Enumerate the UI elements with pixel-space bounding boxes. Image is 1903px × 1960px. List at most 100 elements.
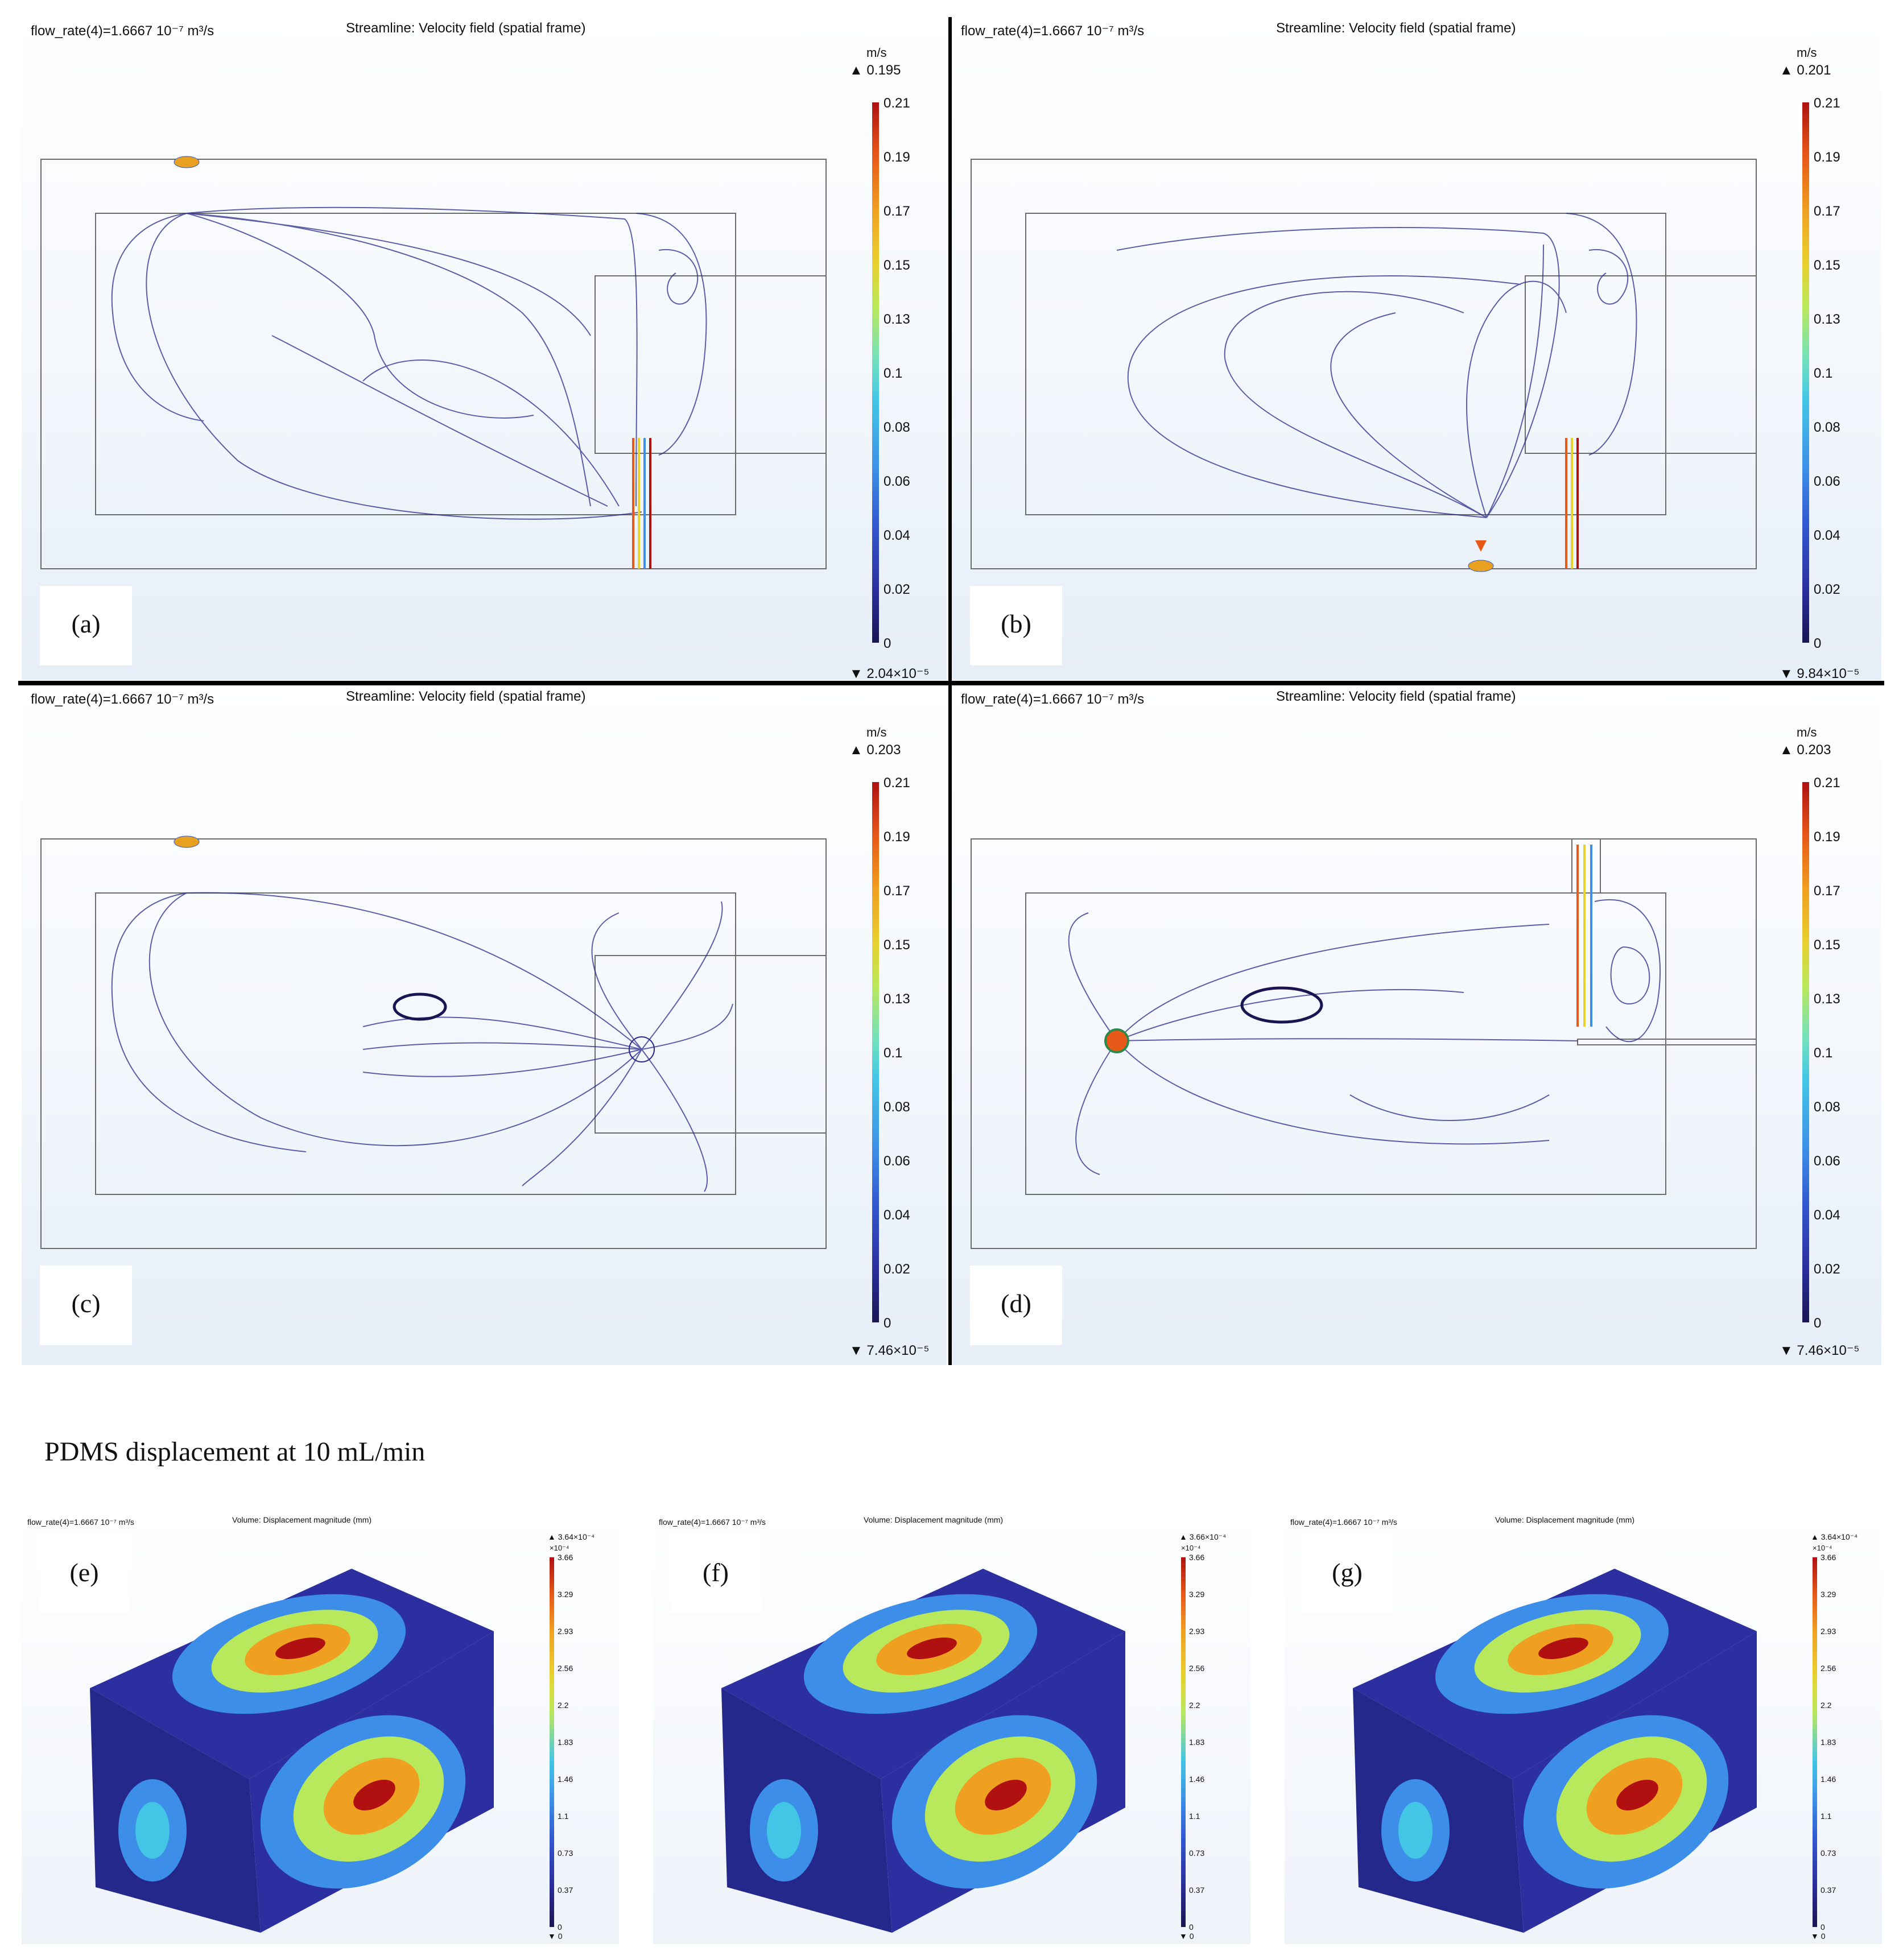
inlet-marker [1104,1028,1129,1053]
colorbar-tick: 0.04 [884,1208,910,1223]
side-channel [595,955,826,1134]
colorbar-tick: 2.56 [1821,1664,1836,1673]
colorbar-tick: 0.21 [884,775,910,791]
side-channel [595,275,826,454]
outer-domain [40,159,827,569]
colorbar-max: ▲ 0.203 [849,742,901,758]
colorbar-tick: 1.46 [558,1775,573,1784]
colorbar-tick: 0.13 [884,312,910,327]
jet-streams [632,438,651,569]
colorbar-tick: 0.37 [1189,1885,1205,1895]
colorbar-tick: 0.13 [1814,312,1840,327]
colorbar-min: ▼ 9.84×10⁻⁵ [1780,666,1860,680]
colorbar-tick: 0.08 [884,1099,910,1115]
panel-label-box: (f) [670,1533,761,1613]
colorbar-min: ▼ 7.46×10⁻⁵ [849,1343,930,1358]
colorbar-tick: 0.06 [884,474,910,489]
flow-rate-header: flow_rate(4)=1.6667 10⁻⁷ m³/s [27,1517,134,1527]
colorbar-tick: 2.93 [1821,1627,1836,1636]
plot-title: Volume: Displacement magnitude (mm) [232,1515,372,1524]
colorbar-tick: 0.37 [1821,1885,1836,1895]
colorbar-min: ▼ 0 [1179,1932,1194,1941]
section-title: PDMS displacement at 10 mL/min [44,1437,426,1467]
velocity-colorbar [872,782,879,1322]
streamlines [111,892,733,1192]
flow-rate-header: flow_rate(4)=1.6667 10⁻⁷ m³/s [1290,1517,1397,1527]
colorbar-tick: 0.1 [1814,366,1833,381]
colorbar-tick: 1.46 [1821,1775,1836,1784]
colorbar-tick: 0.08 [1814,420,1840,435]
velocity-colorbar [1802,102,1809,643]
colorbar-tick: 0.13 [1814,991,1840,1007]
colorbar-tick: 0.02 [1814,582,1840,597]
colorbar-tick: 0.04 [884,528,910,543]
outlet-tube [1571,838,1601,894]
displacement-plot [1353,1569,1757,1933]
streamline-plot [40,836,827,1249]
outer-domain [971,159,1757,569]
colorbar-tick: 2.2 [558,1701,569,1710]
colorbar-tick: 0.17 [884,204,910,219]
side-channel [1577,1039,1756,1045]
colorbar-tick: 2.93 [558,1627,573,1636]
colorbar-max: ▲ 0.195 [849,63,901,78]
colorbar-tick: 1.1 [1821,1812,1832,1821]
outer-domain [40,838,827,1249]
colorbar-tick: 0.17 [1814,204,1840,219]
colorbar-tick: 2.2 [1189,1701,1200,1710]
displacement-plot [90,1569,494,1933]
panel-label: (a) [71,609,101,638]
displacement-colorbar [1181,1557,1186,1927]
panel-label-box: (c) [40,1266,132,1345]
colorbar-tick: 0.21 [884,96,910,111]
inlet-marker [174,836,200,848]
colorbar-tick: 0.02 [1814,1262,1840,1277]
colorbar-tick: 0.37 [558,1885,573,1895]
colorbar-exponent: ×10⁻⁴ [1813,1544,1832,1552]
colorbar-tick: 0.02 [884,1262,910,1277]
colorbar-tick: 0 [1189,1922,1194,1932]
colorbar-tick: 2.56 [558,1664,573,1673]
colorbar-tick: 0.04 [1814,1208,1840,1223]
colorbar-tick: 0.73 [1821,1849,1836,1858]
colorbar-tick: 0 [1814,1316,1822,1331]
panel-label: (c) [71,1289,101,1318]
panel-label-box: (b) [970,586,1062,665]
velocity-colorbar [872,102,879,643]
colorbar-tick: 0.13 [884,991,910,1007]
panel-b: flow_rate(4)=1.6667 10⁻⁷ m³/s Streamline… [952,17,1881,680]
panel-g: flow_rate(4)=1.6667 10⁻⁷ m³/s Volume: Di… [1285,1512,1882,1944]
colorbar-tick: 3.29 [558,1590,573,1599]
colorbar-tick: 0.15 [1814,258,1840,273]
colorbar-tick: 0 [1814,636,1822,651]
colorbar-tick: 3.29 [1189,1590,1205,1599]
colorbar-tick: 0.73 [558,1849,573,1858]
panel-f: flow_rate(4)=1.6667 10⁻⁷ m³/s Volume: Di… [653,1512,1250,1944]
panel-label: (g) [1332,1558,1363,1587]
inner-chamber [1025,892,1666,1195]
jet-streams [1565,438,1579,569]
inner-chamber [1025,213,1666,515]
colorbar-tick: 0.1 [1814,1045,1833,1061]
velocity-colorbar [1802,782,1809,1322]
streamline-plot [40,156,827,569]
streamline-plot [971,838,1757,1249]
streamlines [1116,213,1637,518]
colorbar-max: ▲ 0.201 [1780,63,1831,78]
colorbar-tick: 1.1 [558,1812,569,1821]
colorbar-tick: 3.66 [1821,1553,1836,1562]
flow-rate-header: flow_rate(4)=1.6667 10⁻⁷ m³/s [659,1517,766,1527]
plot-title: Streamline: Velocity field (spatial fram… [346,20,586,36]
colorbar-tick: 1.1 [1189,1812,1200,1821]
colorbar-max: ▲ 3.66×10⁻⁴ [1179,1532,1227,1541]
colorbar-tick: 2.56 [1189,1664,1205,1673]
colorbar-tick: 0.02 [884,582,910,597]
colorbar-tick: 0.15 [884,937,910,953]
panel-c: flow_rate(4)=1.6667 10⁻⁷ m³/s Streamline… [22,685,947,1365]
colorbar-tick: 0.17 [1814,883,1840,899]
colorbar-min: ▼ 0 [548,1932,563,1941]
plot-title: Streamline: Velocity field (spatial fram… [1276,689,1516,704]
plot-title: Streamline: Velocity field (spatial fram… [1276,20,1516,36]
colorbar-tick: 0.04 [1814,528,1840,543]
vortex-core [1240,986,1323,1024]
